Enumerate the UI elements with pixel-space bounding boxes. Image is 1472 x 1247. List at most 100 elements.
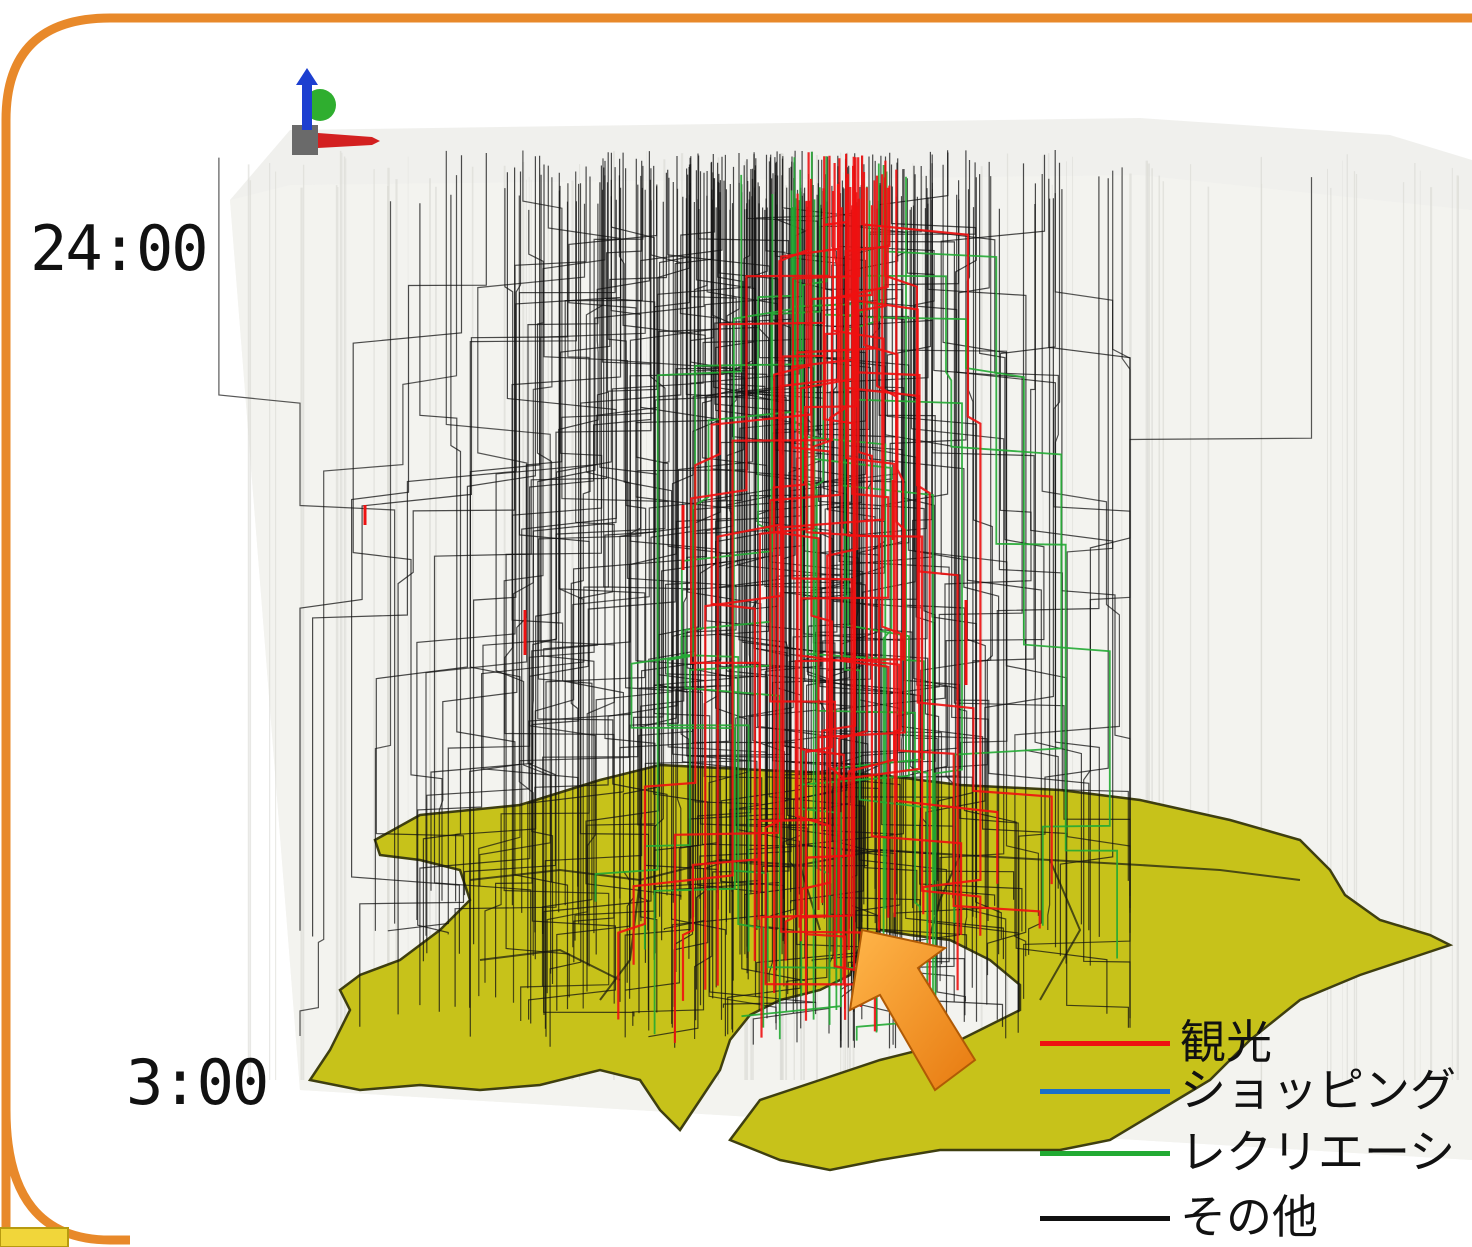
- legend-item-shopping: ショッピング: [1040, 1060, 1472, 1120]
- trajectory-line: [845, 153, 896, 950]
- trajectory-line: [558, 190, 584, 1009]
- trajectory-line: [793, 157, 831, 1025]
- trajectory-line: [419, 203, 569, 1010]
- trajectory-line: [1014, 174, 1120, 957]
- trajectory-line: [764, 188, 876, 1032]
- trajectory-line: [885, 171, 1118, 959]
- trajectory-line: [802, 156, 921, 911]
- trajectory-line: [653, 165, 709, 1007]
- trajectory-line: [689, 182, 748, 947]
- trajectory-line: [374, 201, 392, 931]
- trajectory-line: [671, 155, 789, 930]
- trajectory-line: [218, 157, 396, 924]
- trajectory-line: [791, 157, 857, 928]
- trajectory-line: [967, 189, 974, 917]
- trajectory-line: [906, 174, 1045, 1033]
- trajectory-line: [823, 207, 963, 881]
- frame-border: [1, 13, 1472, 1247]
- trajectory-line: [528, 209, 553, 883]
- trajectory-line: [632, 163, 839, 965]
- trajectory-line: [387, 168, 652, 932]
- trajectory-line: [312, 171, 522, 937]
- trajectory-line: [875, 175, 999, 884]
- trajectory-line: [1034, 183, 1082, 925]
- trajectory-line: [299, 175, 458, 1036]
- trajectory-line: [681, 155, 831, 1001]
- trajectory-line: [716, 184, 840, 986]
- trajectory-line: [540, 174, 595, 934]
- trajectory-line: [694, 189, 713, 1039]
- legend-item-other: その他: [1040, 1187, 1472, 1247]
- trajectory-line: [996, 176, 1100, 1020]
- trajectory-line: [537, 172, 705, 896]
- trajectory-line: [773, 200, 811, 993]
- trajectory-line: [624, 154, 714, 1038]
- trajectory-line: [351, 153, 487, 954]
- legend-label: レクリエーシ: [1180, 1125, 1456, 1179]
- trajectory-line: [578, 151, 813, 924]
- trajectory-line: [463, 203, 599, 896]
- trajectory-line: [868, 162, 1000, 955]
- legend-swatch: [1040, 1089, 1170, 1094]
- trajectory-line: [575, 171, 615, 1004]
- trajectory-line: [416, 166, 587, 920]
- trajectory-line: [1047, 198, 1051, 930]
- trajectory-line: [757, 169, 906, 920]
- trajectory-line: [857, 160, 963, 935]
- trajectory-line: [556, 178, 754, 1011]
- trajectory-line: [801, 202, 850, 915]
- trajectory-line: [419, 172, 714, 1006]
- trajectory-line: [528, 165, 644, 966]
- trajectory-line: [881, 174, 902, 918]
- trajectory-line: [910, 207, 1005, 982]
- trajectory-line: [739, 208, 791, 955]
- trajectory-line: [359, 156, 536, 1027]
- legend-label: その他: [1180, 1190, 1318, 1244]
- pointer-arrow-icon: [848, 928, 977, 1092]
- trajectory-line: [518, 195, 534, 956]
- legend-label: ショッピング: [1180, 1063, 1456, 1117]
- trajectory-line: [522, 150, 767, 898]
- trajectory-line: [618, 175, 726, 1037]
- trajectory-line: [630, 198, 798, 1035]
- trajectory-line: [617, 156, 826, 1020]
- trajectory-line: [539, 189, 646, 994]
- trajectory-line: [861, 155, 982, 915]
- trajectory-line: [512, 177, 553, 1003]
- trajectory-line: [822, 188, 928, 1008]
- trajectory-line: [800, 205, 890, 940]
- trajectory-line: [445, 150, 551, 887]
- trajectory-line: [924, 208, 940, 911]
- trajectory-line: [805, 200, 880, 931]
- trajectory-line: [503, 175, 610, 1021]
- trajectory-line: [872, 154, 935, 916]
- trajectory-line: [422, 194, 462, 962]
- trajectory-line: [299, 201, 569, 931]
- trajectory-line: [506, 172, 617, 1020]
- frame-inner-bracket: [1, 540, 130, 1245]
- trajectory-line: [733, 190, 878, 1033]
- legend-swatch: [1040, 1151, 1170, 1156]
- trajectory-line: [847, 173, 982, 936]
- trajectory-line: [849, 187, 1053, 885]
- trajectory-line: [680, 194, 774, 1028]
- trajectory-line: [796, 180, 890, 918]
- trajectory-line: [537, 175, 642, 987]
- corner-tab: [0, 1227, 69, 1247]
- trajectory-line: [862, 181, 1111, 926]
- time-label-bottom: 3:00: [126, 1046, 269, 1119]
- trajectory-line: [626, 177, 670, 983]
- trajectory-line: [1018, 178, 1109, 1012]
- trajectory-line: [772, 192, 858, 910]
- trajectory-line: [920, 176, 992, 923]
- legend-swatch: [1040, 1216, 1170, 1221]
- legend-label: 観光: [1180, 1015, 1272, 1069]
- trajectory-line: [639, 164, 737, 931]
- trajectory-line: [903, 169, 1059, 948]
- trajectory-line: [484, 183, 590, 983]
- trajectory-line: [473, 187, 622, 945]
- trajectory-line: [1121, 167, 1131, 908]
- trajectory-line: [927, 197, 1059, 889]
